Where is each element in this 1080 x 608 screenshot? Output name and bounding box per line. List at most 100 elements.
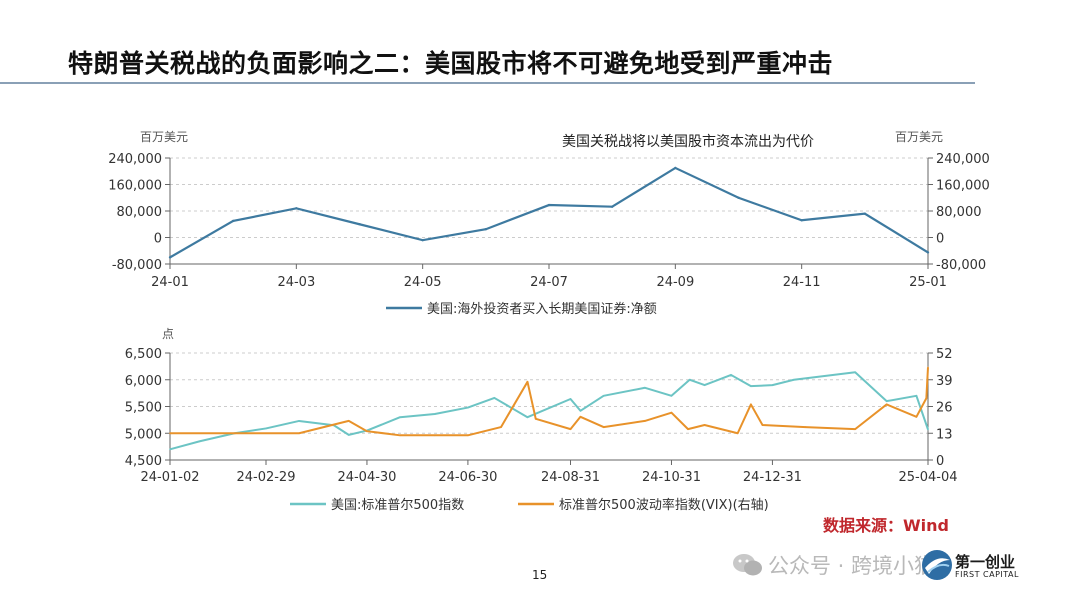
vix-point	[534, 418, 537, 420]
top-right-tick-label: 0	[936, 232, 944, 247]
top-chart-series	[168, 166, 930, 259]
vix-point	[579, 415, 582, 418]
spx-point	[198, 440, 201, 443]
top-chart: 240,000 240,000 160,000 160,000 80,000 80,000…	[108, 130, 990, 317]
vix-point	[670, 411, 673, 414]
spx-point	[793, 378, 795, 381]
vix-point	[169, 432, 171, 435]
bottom-left-tick-label: 6,000	[125, 374, 162, 389]
net-purchase-point	[610, 205, 614, 208]
bottom-x-tick-label: 24-01-02	[140, 470, 199, 485]
net-purchase-point	[863, 212, 867, 215]
vix-point	[602, 426, 605, 428]
source-note: 数据来源：Wind	[823, 516, 949, 535]
title-rule	[0, 82, 975, 84]
spx-point	[579, 409, 582, 412]
spx-line	[169, 371, 929, 451]
spx-point	[434, 413, 436, 415]
spx-point	[467, 406, 469, 409]
top-right-tick-label: 80,000	[936, 205, 982, 220]
vix-point	[298, 432, 300, 435]
vix-point	[854, 428, 856, 430]
top-left-tick-label: 0	[154, 232, 162, 247]
bottom-right-tick-label: 0	[936, 454, 944, 469]
logo-text: 第一创业	[955, 553, 1016, 571]
first-capital-logo-icon	[922, 550, 952, 580]
top-x-tick-label: 24-07	[530, 275, 568, 290]
spx-point	[688, 378, 691, 381]
bottom-right-tick-label: 52	[936, 347, 953, 362]
vix-point	[366, 430, 368, 432]
watermark-text: 公众号 · 跨境小猫	[768, 554, 936, 578]
top-left-tick-label: 160,000	[108, 179, 162, 194]
vix-point	[703, 424, 706, 426]
spx-point	[602, 395, 605, 397]
bottom-chart-grid	[170, 352, 928, 461]
bottom-left-tick-label: 5,000	[125, 427, 162, 442]
spx-point	[915, 395, 918, 397]
net-purchase-point	[674, 166, 677, 170]
bottom-x-tick-label: 24-02-29	[236, 470, 295, 485]
vix-point	[750, 403, 752, 406]
vix-point	[804, 426, 807, 428]
top-left-tick-label: 240,000	[108, 152, 162, 167]
bottom-x-tick-label: 24-12-31	[743, 470, 802, 485]
net-purchase-point	[168, 256, 172, 259]
vix-line	[170, 367, 929, 437]
spx-point	[730, 374, 732, 376]
vix-point	[265, 432, 267, 435]
bottom-right-tick-label: 39	[936, 374, 953, 389]
vix-point	[526, 381, 529, 383]
spx-point	[670, 395, 673, 397]
vix-point	[736, 432, 739, 435]
bottom-left-tick-label: 4,500	[125, 454, 162, 469]
vix-point	[761, 424, 764, 426]
spx-legend-label: 美国:标准普尔500指数	[331, 498, 464, 513]
vix-point	[925, 397, 928, 400]
top-chart-legend: 美国:海外投资者买入长期美国证券:净额	[386, 301, 657, 317]
page-number: 15	[532, 568, 548, 582]
net-purchase-point	[926, 251, 930, 254]
vix-point	[687, 428, 689, 430]
bottom-left-tick-label: 6,500	[125, 347, 162, 362]
spx-point	[703, 384, 706, 386]
vix-point	[399, 434, 401, 437]
spx-point	[927, 428, 929, 431]
top-left-tick-label: -80,000	[112, 258, 162, 273]
net-purchase-point	[231, 219, 235, 223]
spx-point	[298, 420, 300, 422]
spx-point	[750, 385, 752, 387]
vix-point	[467, 434, 469, 437]
bottom-x-tick-label: 24-10-31	[642, 470, 701, 485]
bottom-chart: 6,500 6,000 5,500 5,000 4,500 52 39 26 13 0 24-01-…	[125, 327, 958, 513]
bottom-chart-series	[169, 366, 929, 451]
net-purchase-point	[295, 207, 298, 210]
logo-subtext: FIRST CAPITAL	[955, 570, 1019, 579]
spx-point	[854, 371, 856, 374]
net-purchase-point	[800, 219, 803, 222]
vix-point	[569, 428, 572, 430]
top-x-tick-label: 24-01	[151, 275, 189, 290]
top-chart-title: 美国关税战将以美国股市资本流出为代价	[562, 133, 814, 150]
net-purchase-point	[358, 223, 361, 226]
top-right-tick-label: -80,000	[936, 258, 986, 273]
spx-point	[771, 384, 774, 386]
bottom-x-tick-label: 24-04-30	[337, 470, 396, 485]
wechat-icon	[733, 554, 762, 576]
vix-point	[915, 415, 918, 418]
spx-point	[265, 427, 267, 430]
vix-point	[644, 420, 646, 422]
net-purchase-point	[547, 203, 551, 207]
top-x-tick-label: 24-09	[656, 275, 694, 290]
bottom-x-tick-label: 24-08-31	[541, 470, 600, 485]
spx-point	[526, 416, 529, 419]
vix-point	[347, 420, 350, 422]
spx-point	[169, 448, 171, 451]
vix-legend-label: 标准普尔500波动率指数(VIX)(右轴)	[559, 497, 769, 513]
top-x-tick-label: 25-01	[909, 275, 947, 290]
watermark: 公众号 · 跨境小猫	[730, 550, 935, 580]
bottom-x-tick-label: 25-04-04	[898, 470, 957, 485]
top-left-tick-label: 80,000	[117, 205, 163, 220]
slide-title: 特朗普关税战的负面影响之二：美国股市将不可避免地受到严重冲击	[68, 49, 834, 78]
bottom-right-tick-label: 26	[936, 401, 953, 416]
